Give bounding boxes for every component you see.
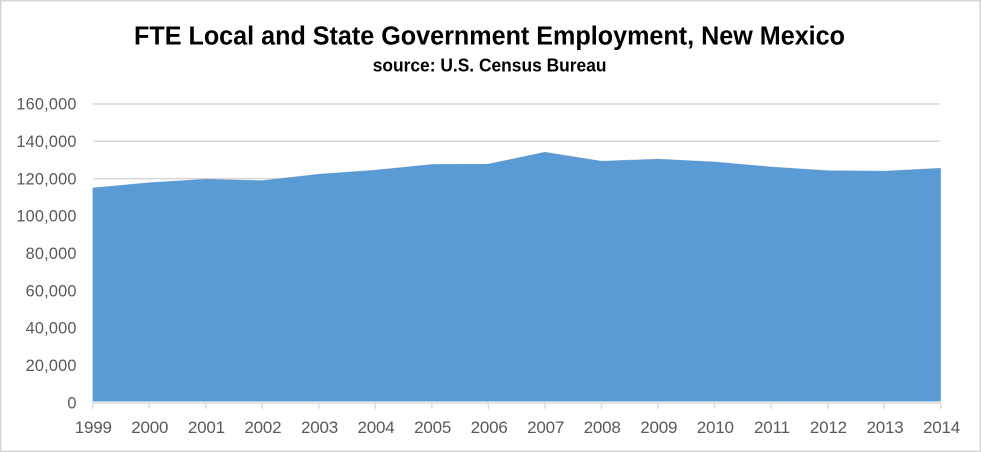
- svg-text:FTE Local and State Government: FTE Local and State Government Employmen…: [134, 23, 845, 51]
- svg-text:120,000: 120,000: [16, 170, 76, 188]
- svg-text:source: U.S. Census Bureau: source: U.S. Census Bureau: [373, 56, 607, 76]
- svg-text:2009: 2009: [640, 418, 677, 437]
- svg-text:2004: 2004: [357, 418, 394, 437]
- svg-text:0: 0: [67, 394, 76, 412]
- svg-text:2006: 2006: [471, 418, 508, 437]
- svg-text:40,000: 40,000: [26, 320, 77, 338]
- svg-text:2008: 2008: [584, 418, 621, 437]
- svg-text:160,000: 160,000: [16, 96, 76, 114]
- svg-text:1999: 1999: [75, 418, 112, 437]
- svg-text:2010: 2010: [697, 418, 734, 437]
- svg-text:20,000: 20,000: [26, 357, 77, 375]
- svg-text:2001: 2001: [188, 418, 225, 437]
- svg-text:140,000: 140,000: [16, 133, 76, 151]
- svg-text:2011: 2011: [754, 418, 790, 437]
- svg-text:2003: 2003: [301, 418, 338, 437]
- svg-text:2012: 2012: [810, 418, 847, 437]
- svg-text:2002: 2002: [244, 418, 281, 437]
- svg-text:2013: 2013: [866, 418, 903, 437]
- svg-text:60,000: 60,000: [26, 282, 77, 300]
- svg-text:2007: 2007: [527, 418, 564, 437]
- svg-text:2000: 2000: [131, 418, 168, 437]
- svg-text:2005: 2005: [414, 418, 451, 437]
- svg-text:100,000: 100,000: [16, 208, 76, 226]
- svg-text:80,000: 80,000: [26, 245, 77, 263]
- svg-text:2014: 2014: [923, 418, 960, 437]
